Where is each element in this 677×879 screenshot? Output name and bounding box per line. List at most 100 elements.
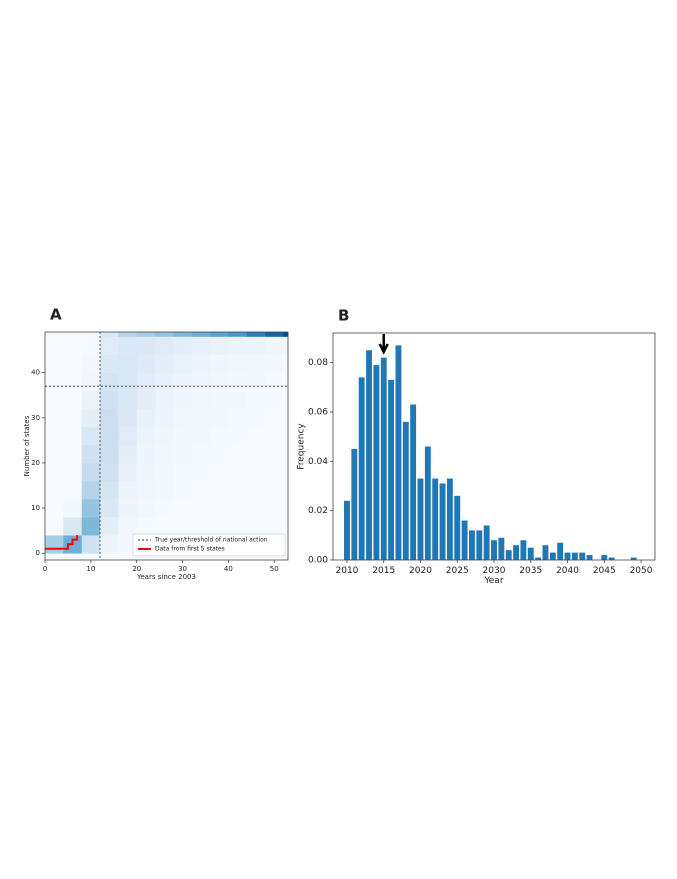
heatmap-cell xyxy=(81,535,101,554)
heatmap-cell xyxy=(118,517,137,536)
heatmap-cell xyxy=(191,426,211,446)
heatmap-cell xyxy=(210,499,229,518)
heatmap-cell xyxy=(100,517,119,536)
heatmap-cell xyxy=(81,462,101,482)
bar xyxy=(586,555,593,560)
heatmap-cell xyxy=(118,535,137,554)
bar xyxy=(439,483,446,560)
heatmap-cell xyxy=(246,480,266,500)
heatmap-cell xyxy=(246,444,266,464)
heatmap-cell xyxy=(45,332,64,337)
heatmap-cell xyxy=(173,462,193,482)
heatmap-cell xyxy=(283,517,289,536)
heatmap-cell xyxy=(63,336,82,355)
heatmap-cell xyxy=(210,332,229,337)
bar xyxy=(476,530,483,560)
heatmap-cell xyxy=(45,426,64,446)
heatmap-cell xyxy=(283,462,289,482)
heatmap-cell xyxy=(136,332,156,337)
heatmap-cell xyxy=(265,517,284,536)
heatmap-cell xyxy=(136,426,156,446)
heatmap-cell xyxy=(173,372,193,391)
y-tick-label: 0.06 xyxy=(308,407,328,417)
heatmap-cell xyxy=(173,332,193,337)
bar xyxy=(358,377,365,560)
heatmap-cell xyxy=(155,462,174,482)
heatmap-cell xyxy=(81,372,101,391)
bar xyxy=(520,540,527,560)
bar xyxy=(469,530,475,560)
bar xyxy=(432,478,439,560)
heatmap-cell xyxy=(191,332,211,337)
heatmap-cell xyxy=(136,390,156,410)
heatmap-cell xyxy=(63,444,82,464)
bar xyxy=(549,552,556,560)
heatmap-cell xyxy=(155,408,174,428)
heatmap-cell xyxy=(45,336,64,355)
heatmap-cell xyxy=(155,390,174,410)
heatmap-cell xyxy=(81,480,101,500)
bar xyxy=(351,448,358,560)
heatmap-cell xyxy=(191,462,211,482)
heatmap-cell xyxy=(100,444,119,464)
heatmap-cell xyxy=(63,354,82,373)
heatmap-cell xyxy=(100,480,119,500)
bar xyxy=(461,520,468,560)
bar xyxy=(395,345,402,560)
legend-label: Data from first 5 states xyxy=(155,546,225,553)
heatmap-cell xyxy=(210,480,229,500)
heatmap-cell xyxy=(155,354,174,373)
bar xyxy=(498,537,505,560)
heatmap-cell xyxy=(118,390,137,410)
heatmap-cell xyxy=(155,336,174,355)
bar xyxy=(542,545,549,560)
x-tick-label: 2025 xyxy=(446,566,469,576)
heatmap-cell xyxy=(100,462,119,482)
heatmap-cell xyxy=(155,499,174,518)
heatmap-cell xyxy=(136,444,156,464)
heatmap-cell xyxy=(100,408,119,428)
heatmap-cell xyxy=(136,499,156,518)
x-tick-label: 10 xyxy=(86,565,95,573)
heatmap-cell xyxy=(265,444,284,464)
heatmap-cell xyxy=(45,462,64,482)
heatmap-cell xyxy=(228,354,248,373)
heatmap-cell xyxy=(265,499,284,518)
heatmap-cell xyxy=(173,426,193,446)
legend-box xyxy=(132,533,286,557)
bar xyxy=(557,542,564,560)
y-tick-label: 10 xyxy=(31,504,40,512)
heatmap-cell xyxy=(283,354,289,373)
heatmap-cell xyxy=(136,336,156,355)
heatmap-cell xyxy=(155,480,174,500)
heatmap-cell xyxy=(173,499,193,518)
heatmap-cell xyxy=(100,354,119,373)
heatmap-cell xyxy=(173,517,193,536)
bar xyxy=(571,552,578,560)
heatmap-cell xyxy=(45,372,64,391)
heatmap-cell xyxy=(210,462,229,482)
x-tick-label: 2030 xyxy=(483,566,506,576)
heatmap-cell xyxy=(228,408,248,428)
heatmap-cell xyxy=(45,499,64,518)
heatmap-cell xyxy=(63,462,82,482)
bar xyxy=(373,365,380,560)
heatmap-cell xyxy=(265,336,284,355)
heatmap-cell xyxy=(283,408,289,428)
heatmap-cell xyxy=(191,499,211,518)
heatmap-cell xyxy=(283,480,289,500)
heatmap-cell xyxy=(265,426,284,446)
heatmap-cell xyxy=(45,535,64,554)
bar xyxy=(527,547,534,560)
x-tick-label: 30 xyxy=(178,565,187,573)
x-tick-label: 2050 xyxy=(630,566,653,576)
heatmap-cell xyxy=(191,354,211,373)
bar xyxy=(579,552,586,560)
heatmap-cell xyxy=(81,426,101,446)
heatmap-cell xyxy=(118,499,137,518)
heatmap-cell xyxy=(136,408,156,428)
heatmap-cell xyxy=(210,408,229,428)
heatmap-cell xyxy=(100,535,119,554)
bar xyxy=(505,550,512,560)
